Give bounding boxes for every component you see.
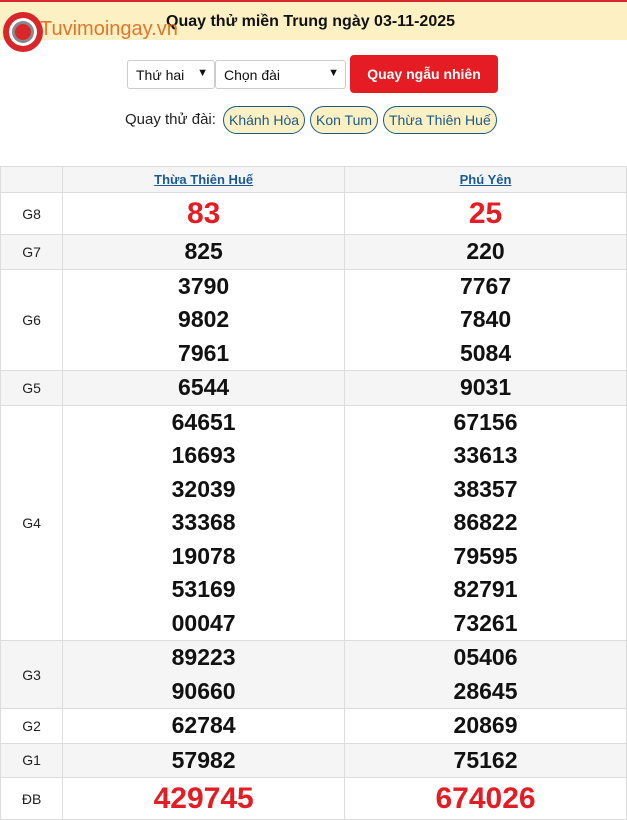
result-number: 7961 — [178, 339, 230, 366]
table-row: G6 3790 9802 7961 7767 7840 5084 — [0, 268, 627, 371]
result-number: 57982 — [171, 746, 236, 773]
result-number: 05406 — [453, 644, 518, 670]
result-number: 825 — [184, 238, 223, 264]
table-row: G5 6544 9031 — [0, 370, 627, 406]
result-number: 75162 — [453, 746, 518, 773]
table-row: G3 89223 90660 05406 28645 — [0, 640, 627, 709]
result-number: 79595 — [453, 542, 518, 569]
station-chip[interactable]: Kon Tum — [310, 106, 379, 134]
result-cell: 429745 — [62, 777, 346, 820]
result-cell: 825 — [62, 234, 346, 270]
result-number: 53169 — [171, 576, 236, 602]
prize-label: G5 — [0, 370, 64, 406]
result-cell: 20869 — [344, 708, 627, 744]
result-number: 33613 — [453, 442, 518, 468]
result-cell: 83 — [62, 192, 346, 235]
results-table: Thừa Thiên Huế Phú Yên G8 83 25 G7 825 220 G6 3… — [0, 166, 627, 820]
result-number: 73261 — [453, 609, 518, 636]
result-cell: 57982 — [62, 742, 346, 778]
result-number: 67156 — [453, 408, 518, 435]
table-row: ĐB 429745 674026 — [0, 777, 627, 820]
result-number: 32039 — [171, 475, 236, 502]
page-title: Quay thử miền Trung ngày 03-11-2025 — [166, 13, 456, 30]
chevron-down-icon: ▼ — [197, 67, 208, 79]
result-number: 62784 — [171, 712, 236, 738]
result-number: 429745 — [153, 781, 254, 815]
table-row: G7 825 220 — [0, 234, 627, 270]
result-number: 89223 — [171, 644, 236, 670]
station-link[interactable]: Thừa Thiên Huế — [154, 172, 254, 187]
result-number: 9031 — [459, 374, 512, 400]
prize-label: G2 — [0, 708, 64, 744]
result-number: 64651 — [171, 408, 236, 435]
result-cell: 05406 28645 — [344, 640, 627, 709]
prize-header — [0, 166, 64, 193]
result-cell: 25 — [344, 192, 627, 235]
random-spin-button[interactable]: Quay ngẫu nhiên — [350, 55, 498, 93]
result-number: 674026 — [435, 781, 536, 815]
result-number: 3790 — [178, 272, 230, 299]
station-select[interactable]: Chọn đài ▼ — [215, 60, 346, 89]
station-chip[interactable]: Khánh Hòa — [223, 106, 306, 134]
result-number: 20869 — [453, 712, 518, 738]
prize-label: G6 — [0, 268, 64, 371]
table-row: G1 57982 75162 — [0, 742, 627, 778]
result-cell: 89223 90660 — [62, 640, 346, 709]
quick-spin-label: Quay thử đài: — [125, 111, 216, 128]
result-cell: 64651 16693 32039 33368 19078 53169 00047 — [62, 404, 346, 641]
station-chip[interactable]: Thừa Thiên Huế — [383, 106, 497, 134]
result-number: 82791 — [453, 576, 518, 602]
top-border — [0, 0, 627, 2]
result-cell: 7767 7840 5084 — [344, 268, 627, 371]
prize-label: G4 — [0, 404, 64, 641]
table-row: G8 83 25 — [0, 192, 627, 235]
result-number: 16693 — [171, 442, 236, 468]
logo-icon[interactable] — [2, 4, 44, 60]
result-number: 33368 — [171, 509, 236, 535]
station-link[interactable]: Phú Yên — [459, 172, 512, 187]
table-row: G2 62784 20869 — [0, 708, 627, 744]
result-cell: 220 — [344, 234, 627, 270]
result-cell: 67156 33613 38357 86822 79595 82791 73261 — [344, 404, 627, 641]
result-number: 5084 — [459, 339, 512, 366]
result-number: 25 — [468, 196, 503, 230]
result-number: 7767 — [459, 272, 512, 299]
result-number: 86822 — [453, 509, 518, 535]
header-bar: Quay thử miền Trung ngày 03-11-2025 — [0, 2, 627, 40]
chevron-down-icon: ▼ — [328, 67, 339, 79]
day-select[interactable]: Thứ hai ▼ — [127, 60, 215, 89]
result-cell: 3790 9802 7961 — [62, 268, 346, 371]
result-cell: 674026 — [344, 777, 627, 820]
table-row: G4 64651 16693 32039 33368 19078 53169 00047 671… — [0, 404, 627, 641]
prize-label: G8 — [0, 192, 64, 235]
result-number: 19078 — [171, 542, 236, 569]
logo-text[interactable]: Tuvimoingay.vn — [40, 18, 178, 40]
result-number: 220 — [466, 238, 505, 264]
result-number: 9802 — [178, 306, 230, 332]
station-select-value: Chọn đài — [224, 67, 281, 83]
column-header: Phú Yên — [344, 166, 627, 193]
column-header: Thừa Thiên Huế — [62, 166, 346, 193]
result-cell: 6544 — [62, 370, 346, 406]
result-number: 28645 — [453, 677, 518, 704]
prize-label: G7 — [0, 234, 64, 270]
day-select-value: Thứ hai — [136, 67, 185, 83]
prize-label: G3 — [0, 640, 64, 709]
result-number: 00047 — [171, 609, 236, 636]
result-number: 38357 — [453, 475, 518, 502]
result-number: 6544 — [178, 374, 230, 400]
prize-label: ĐB — [0, 777, 64, 820]
prize-label: G1 — [0, 742, 64, 778]
result-number: 90660 — [171, 677, 236, 704]
result-cell: 9031 — [344, 370, 627, 406]
result-number: 83 — [186, 196, 221, 230]
result-number: 7840 — [459, 306, 512, 332]
result-cell: 75162 — [344, 742, 627, 778]
result-cell: 62784 — [62, 708, 346, 744]
